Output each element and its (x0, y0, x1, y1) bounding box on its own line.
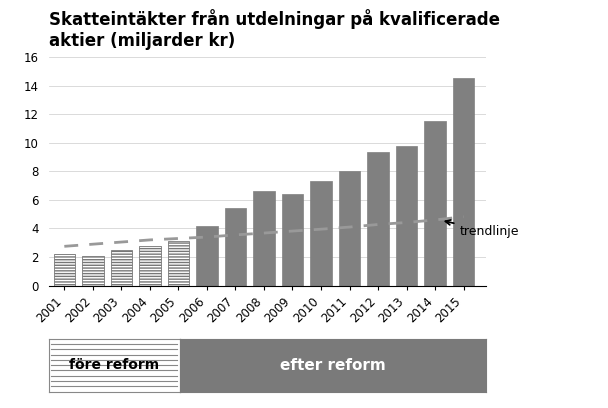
Bar (339, 171, 360, 286)
Bar (111, 250, 132, 286)
Bar (254, 191, 275, 286)
Bar (54, 254, 75, 286)
Bar (367, 152, 389, 286)
Bar (139, 246, 161, 286)
Text: före reform: före reform (69, 358, 159, 372)
Bar (82, 255, 103, 286)
Bar (453, 78, 474, 286)
Bar (396, 146, 417, 286)
Bar (310, 181, 332, 286)
Bar (282, 194, 303, 286)
Bar (196, 226, 218, 286)
Bar (168, 241, 189, 286)
Text: trendlinje: trendlinje (446, 220, 519, 238)
Text: Skatteintäkter från utdelningar på kvalificerade
aktier (miljarder kr): Skatteintäkter från utdelningar på kvali… (49, 9, 500, 50)
Bar (225, 208, 246, 286)
Text: efter reform: efter reform (280, 358, 386, 373)
Bar (424, 121, 446, 286)
